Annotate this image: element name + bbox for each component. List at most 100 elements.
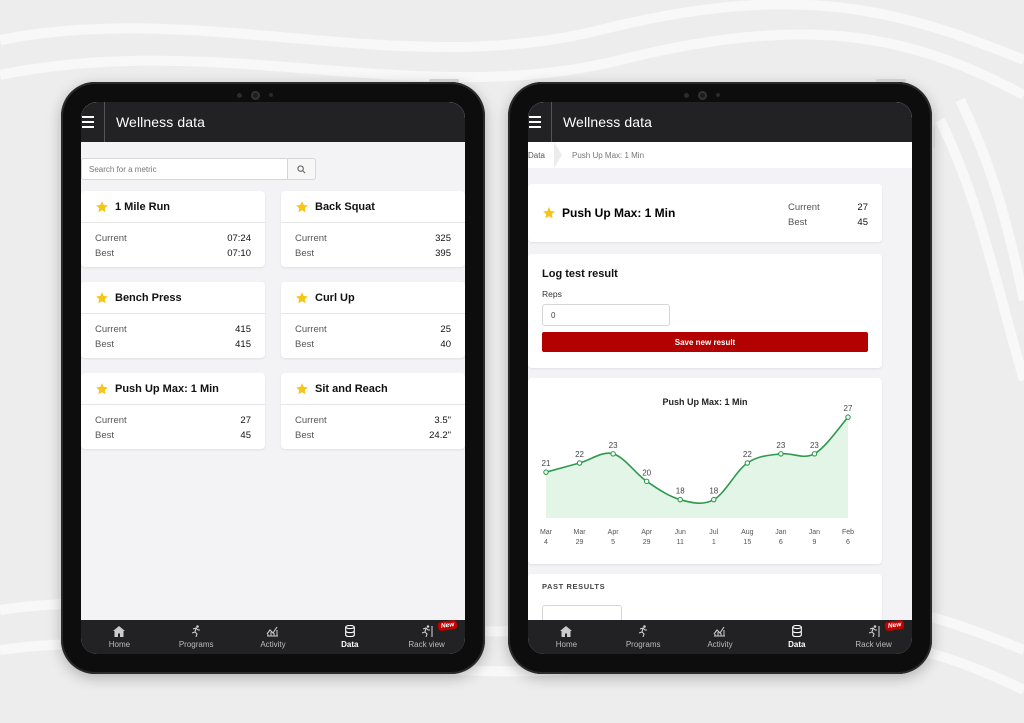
star-icon[interactable] <box>95 200 109 214</box>
x-tick-label: 29 <box>576 539 584 546</box>
data-label: 20 <box>642 468 651 477</box>
metric-card[interactable]: Back Squat Current 325 Best 395 <box>281 191 465 267</box>
metric-card[interactable]: Bench Press Current 415 Best 415 <box>81 282 265 358</box>
current-value: 27 <box>857 202 868 213</box>
metric-name: 1 Mile Run <box>115 200 171 213</box>
nav-label: Programs <box>625 640 661 649</box>
metric-name: Push Up Max: 1 Min <box>115 382 219 395</box>
metric-name: Push Up Max: 1 Min <box>562 206 676 220</box>
home-icon <box>113 625 126 637</box>
metric-card[interactable]: Sit and Reach Current 3.5" Best 24.2" <box>281 373 465 449</box>
metric-card[interactable]: 1 Mile Run Current 07:24 Best 07:10 <box>81 191 265 267</box>
star-icon[interactable] <box>542 206 556 220</box>
star-icon[interactable] <box>295 382 309 396</box>
data-point <box>778 451 784 457</box>
runner-icon <box>192 625 201 637</box>
metric-name: Back Squat <box>315 200 375 213</box>
best-value: 395 <box>435 248 451 259</box>
nav-label: Activity <box>707 640 733 649</box>
star-icon[interactable] <box>95 291 109 305</box>
best-value: 24.2" <box>429 430 451 441</box>
runner-icon <box>639 625 648 637</box>
metric-card[interactable]: Curl Up Current 25 Best 40 <box>281 282 465 358</box>
nav-rack-view[interactable]: New Rack view <box>392 619 462 649</box>
history-chart: Push Up Max: 1 Min 21 Mar 4 22 Mar 29 23 Apr 5 20 A… <box>540 397 854 546</box>
x-tick-label: Jan <box>775 529 786 536</box>
current-label: Current <box>295 324 327 335</box>
hamburger-menu-icon[interactable] <box>528 102 552 142</box>
nav-label: Programs <box>178 640 214 649</box>
app-title: Wellness data <box>563 114 652 130</box>
star-icon[interactable] <box>95 382 109 396</box>
bottom-nav: Home Programs Activity Data New Rack vie… <box>528 619 912 654</box>
best-value: 45 <box>857 217 868 228</box>
nav-programs[interactable]: Programs <box>608 625 678 649</box>
activity-chart-icon <box>714 626 726 637</box>
save-result-button[interactable]: Save new result <box>542 332 868 352</box>
search-button[interactable] <box>288 158 316 180</box>
x-tick-label: Jun <box>675 529 686 536</box>
metric-name: Curl Up <box>315 291 355 304</box>
hamburger-menu-icon[interactable] <box>81 102 105 142</box>
camera <box>684 90 720 100</box>
database-icon <box>344 625 355 637</box>
nav-home[interactable]: Home <box>531 625 601 649</box>
metric-name: Bench Press <box>115 291 182 304</box>
current-value: 3.5" <box>434 415 451 426</box>
past-results-title: PAST RESULTS <box>542 582 606 591</box>
nav-activity[interactable]: Activity <box>238 625 308 649</box>
x-tick-label: 15 <box>743 539 751 546</box>
data-label: 23 <box>810 441 819 450</box>
current-label: Current <box>95 233 127 244</box>
breadcrumb: Data Push Up Max: 1 Min <box>528 142 912 168</box>
data-label: 23 <box>776 441 785 450</box>
new-badge: New <box>884 619 906 632</box>
current-label: Current <box>295 415 327 426</box>
current-label: Current <box>95 415 127 426</box>
best-label: Best <box>295 248 315 259</box>
breadcrumb-current: Push Up Max: 1 Min <box>572 150 645 160</box>
search-input[interactable] <box>81 158 288 180</box>
metric-stats: Current 27 Best 45 <box>788 200 868 230</box>
nav-programs[interactable]: Programs <box>161 625 231 649</box>
metric-card[interactable]: Push Up Max: 1 Min Current 27 Best 45 <box>81 373 265 449</box>
reps-input[interactable] <box>542 304 670 326</box>
nav-rack-view[interactable]: New Rack view <box>839 619 909 649</box>
new-badge: New <box>437 619 459 632</box>
x-tick-label: 5 <box>611 539 615 546</box>
best-label: Best <box>95 430 115 441</box>
reps-label: Reps <box>542 289 562 299</box>
breadcrumb-root[interactable]: Data <box>528 150 545 160</box>
log-title: Log test result <box>542 268 618 280</box>
current-label: Current <box>788 202 820 213</box>
app-title: Wellness data <box>116 114 205 130</box>
nav-label: Activity <box>260 640 286 649</box>
right-tablet: Wellness data Data Push Up Max: 1 Min Pu… <box>508 79 935 674</box>
nav-home[interactable]: Home <box>84 625 154 649</box>
nav-data[interactable]: Data <box>315 625 385 649</box>
nav-data[interactable]: Data <box>762 625 832 649</box>
data-point <box>643 478 650 485</box>
bottom-nav: Home Programs Activity Data New Rack vie… <box>81 619 465 654</box>
star-icon[interactable] <box>295 200 309 214</box>
log-result-card: Log test result Reps Save new result <box>528 254 882 368</box>
star-icon[interactable] <box>295 291 309 305</box>
nav-activity[interactable]: Activity <box>685 625 755 649</box>
data-point <box>711 496 717 503</box>
app-bar: Wellness data <box>528 102 912 142</box>
metric-search <box>81 158 316 180</box>
data-label: 22 <box>575 450 584 459</box>
x-tick-label: 29 <box>643 539 651 546</box>
data-label: 18 <box>709 487 718 496</box>
nav-label: Home <box>108 640 131 649</box>
best-label: Best <box>95 248 115 259</box>
best-value: 415 <box>235 339 251 350</box>
best-value: 07:10 <box>227 248 251 259</box>
current-label: Current <box>295 233 327 244</box>
tablet-button <box>876 79 906 82</box>
database-icon <box>791 625 802 637</box>
history-chart-card: Push Up Max: 1 Min 21 Mar 4 22 Mar 29 23 Apr 5 20 A… <box>528 378 882 564</box>
data-point <box>610 451 616 457</box>
current-value: 325 <box>435 233 451 244</box>
x-tick-label: Jul <box>709 529 718 536</box>
